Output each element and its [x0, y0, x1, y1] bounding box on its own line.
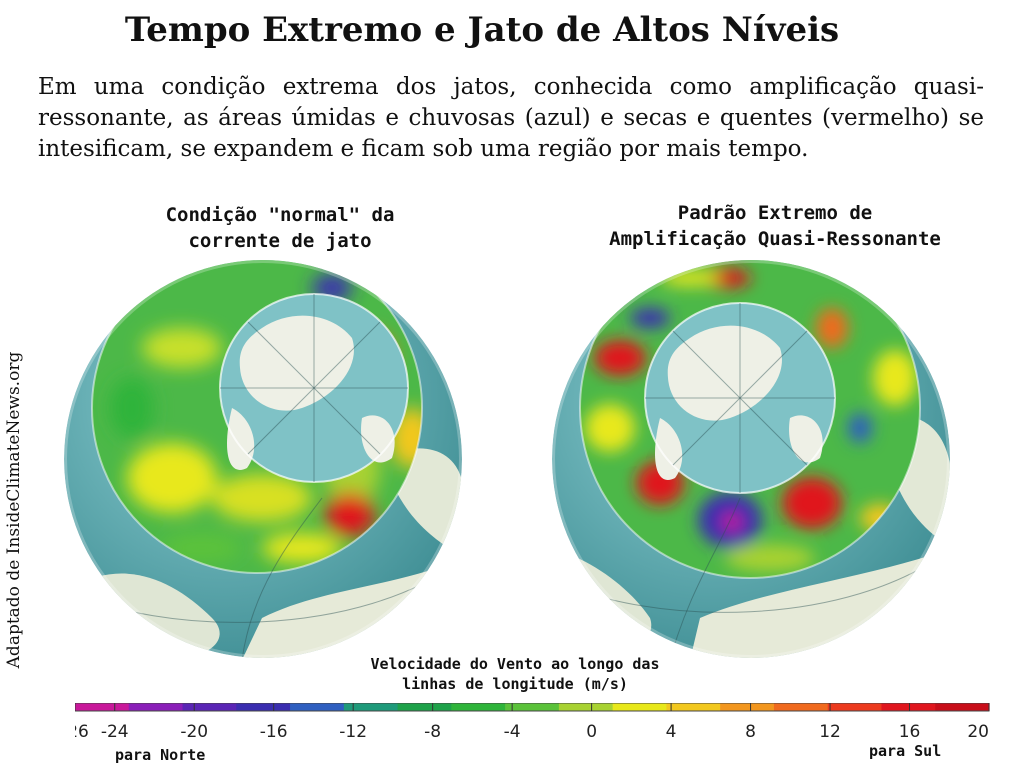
left-globe-caption: Condição "normal" da corrente de jato — [130, 202, 430, 254]
colorbar-tick-label: 0 — [586, 722, 597, 742]
colorbar-title: Velocidade do Vento ao longo das linhas … — [300, 654, 730, 694]
colorbar-swatch — [505, 703, 560, 711]
colorbar-swatch — [827, 703, 883, 711]
colorbar-tick-label: 16 — [899, 722, 921, 742]
intro-paragraph: Em uma condição extrema dos jatos, conhe… — [38, 74, 984, 162]
colorbar-tick-label: 20 — [967, 722, 989, 742]
colorbar-swatch — [182, 703, 237, 711]
colorbar-swatch — [343, 703, 399, 711]
colorbar-title-line1: Velocidade do Vento ao longo das — [370, 655, 660, 673]
colorbar-swatch — [128, 703, 184, 711]
colorbar-tick-label: -20 — [180, 722, 208, 742]
colorbar-tick-label: -24 — [101, 722, 129, 742]
colorbar-swatch — [397, 703, 452, 711]
colorbar-tick-label: 12 — [819, 722, 841, 742]
colorbar-swatch — [451, 703, 506, 711]
right-globe-caption: Padrão Extremo de Amplificação Quasi-Res… — [560, 200, 990, 252]
south-direction-label: para Sul — [869, 742, 942, 760]
colorbar-title-line2: linhas de longitude (m/s) — [402, 675, 628, 693]
colorbar-tick-label: 4 — [666, 722, 677, 742]
quasi-resonant-globe — [552, 260, 950, 658]
colorbar-tick-label: -4 — [504, 722, 521, 742]
colorbar-swatch — [558, 703, 614, 711]
colorbar-swatch — [881, 703, 936, 711]
colorbar-swatch — [236, 703, 291, 711]
right-caption-line2: Amplificação Quasi-Ressonante — [609, 228, 941, 250]
greenland-shape — [239, 315, 354, 411]
left-caption-line1: Condição "normal" da — [165, 204, 395, 226]
normal-jet-globe — [64, 260, 462, 658]
colorbar-swatch — [720, 703, 775, 711]
colorbar-swatch — [290, 703, 345, 711]
colorbar-tick-label: -16 — [260, 722, 288, 742]
colorbar-swatch — [935, 703, 990, 711]
colorbar-tick-label: -12 — [339, 722, 367, 742]
colorbar-swatch — [666, 703, 721, 711]
right-caption-line1: Padrão Extremo de — [677, 202, 873, 224]
page-title: Tempo Extremo e Jato de Altos Níveis — [124, 10, 840, 50]
colorbar-swatch — [773, 703, 829, 711]
wind-speed-colorbar: -26 -24 -20 -16 -12 -8 -4 0 4 8 12 16 20 — [75, 703, 990, 742]
colorbar-tick-label: 8 — [745, 722, 756, 742]
north-direction-label: para Norte — [115, 746, 206, 764]
colorbar-tick-label: -26 — [75, 722, 89, 742]
colorbar-swatch — [612, 703, 668, 711]
colorbar-swatch — [75, 703, 130, 711]
colorbar-tick-label: -8 — [424, 722, 441, 742]
source-credit: Adaptado de InsideClimateNews.org — [4, 351, 24, 669]
left-caption-line2: corrente de jato — [188, 230, 372, 252]
